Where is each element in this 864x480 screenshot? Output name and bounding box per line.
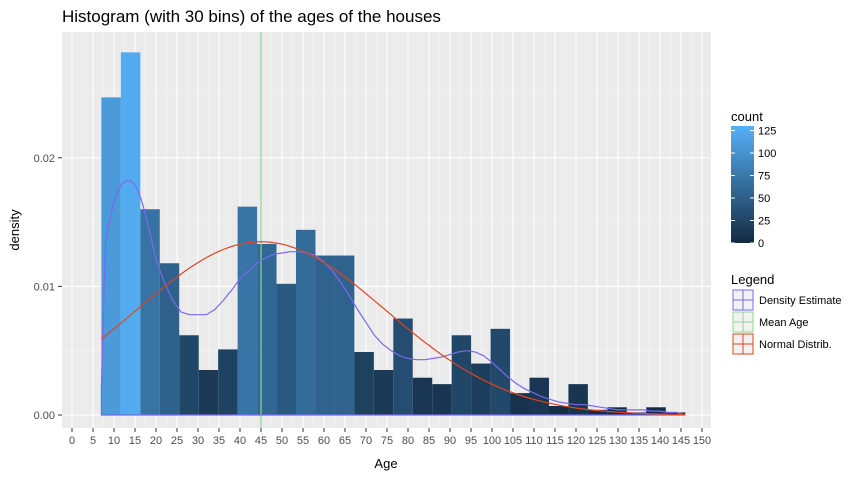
colorbar-title: count — [731, 109, 763, 124]
histogram-bar — [490, 328, 511, 415]
curves — [100, 32, 686, 428]
x-tick-label: 115 — [546, 435, 564, 447]
histogram-bar — [120, 52, 141, 416]
histogram-bar — [451, 335, 472, 415]
histogram-bar — [159, 263, 180, 415]
x-tick-label: 65 — [339, 435, 351, 447]
histogram-bar — [510, 393, 530, 415]
legend-title: Legend — [731, 272, 774, 287]
histogram-bar — [237, 206, 258, 415]
colorbar-tick-label: 0 — [758, 238, 764, 250]
x-tick-label: 75 — [381, 435, 393, 447]
x-tick-label: 135 — [630, 435, 648, 447]
x-tick-label: 35 — [213, 435, 225, 447]
x-tick-label: 50 — [276, 435, 288, 447]
legend-item: Density Estimate — [732, 289, 842, 311]
legend-label: Normal Distrib. — [759, 339, 832, 351]
x-tick-label: 30 — [192, 435, 204, 447]
x-axis-ticks: 0 5 10 15 20 25 30 35 40 45 50 55 60 65 70 75 80 85 90 95 10… — [69, 428, 711, 447]
histogram-bar — [198, 369, 219, 415]
histogram-bar — [373, 369, 394, 415]
x-tick-label: 0 — [69, 435, 75, 447]
histogram-bar — [218, 349, 238, 415]
colorbar-tick-label: 75 — [758, 171, 770, 183]
y-tick-label: 0.02 — [34, 153, 55, 165]
histogram-bar — [529, 377, 549, 415]
x-tick-label: 140 — [651, 435, 669, 447]
x-tick-label: 130 — [609, 435, 627, 447]
histogram-bar — [568, 384, 588, 415]
x-tick-label: 60 — [318, 435, 330, 447]
y-axis-label: density — [7, 209, 22, 251]
x-tick-label: 45 — [255, 435, 267, 447]
x-tick-label: 150 — [693, 435, 711, 447]
x-tick-label: 55 — [297, 435, 309, 447]
x-tick-label: 5 — [90, 435, 96, 447]
histogram-bar — [471, 363, 491, 415]
histogram-bar — [295, 229, 316, 415]
colorbar-gradient — [731, 126, 754, 243]
histogram-bar — [432, 384, 452, 415]
x-tick-label: 90 — [444, 435, 456, 447]
x-tick-label: 95 — [465, 435, 477, 447]
histogram-bar — [393, 318, 413, 415]
histogram-bar — [140, 209, 160, 415]
legend-label: Mean Age — [759, 317, 809, 329]
y-axis-ticks: 0.00 0.01 0.02 — [34, 153, 62, 422]
legend-items: Density Estimate Mean Age Normal Distrib. — [732, 289, 842, 355]
histogram-bar — [665, 412, 686, 415]
colorbar-tick-label: 25 — [758, 216, 770, 228]
histogram-bar — [257, 243, 277, 415]
x-axis-label: Age — [374, 456, 397, 471]
legend-item: Normal Distrib. — [732, 333, 832, 355]
x-tick-label: 80 — [402, 435, 414, 447]
legend-item: Mean Age — [732, 311, 809, 333]
y-tick-label: 0.01 — [34, 281, 55, 293]
x-tick-label: 10 — [108, 435, 120, 447]
x-tick-label: 100 — [483, 435, 501, 447]
histogram-bar — [179, 335, 199, 415]
histogram-bar — [607, 407, 627, 415]
histogram-bar — [354, 351, 374, 415]
colorbar-ticks: 0 25 50 75 100 125 — [731, 126, 776, 250]
normal-distribution-curve — [101, 241, 686, 416]
x-tick-label: 105 — [504, 435, 522, 447]
x-tick-label: 20 — [150, 435, 162, 447]
colorbar-tick-label: 50 — [758, 193, 770, 205]
x-tick-label: 145 — [672, 435, 690, 447]
legend: Legend Density Estimate Mean Age Normal Di… — [731, 272, 842, 355]
histogram-bar — [548, 405, 569, 415]
x-tick-label: 70 — [360, 435, 372, 447]
x-tick-label: 120 — [567, 435, 585, 447]
x-tick-label: 85 — [423, 435, 435, 447]
colorbar-tick-label: 100 — [758, 148, 776, 160]
x-tick-label: 25 — [171, 435, 183, 447]
x-tick-label: 110 — [525, 435, 543, 447]
density-estimate-curve — [100, 180, 686, 416]
histogram-bar — [276, 283, 296, 415]
x-tick-label: 40 — [234, 435, 246, 447]
x-tick-label: 125 — [588, 435, 606, 447]
chart-title: Histogram (with 30 bins) of the ages of … — [62, 7, 441, 26]
histogram-bar — [315, 255, 335, 415]
histogram-bar — [587, 409, 608, 415]
x-tick-label: 15 — [129, 435, 141, 447]
colorbar-tick-label: 125 — [758, 126, 776, 138]
legend-label: Density Estimate — [759, 295, 842, 307]
count-colorbar: count 0 25 50 75 100 125 — [731, 109, 776, 250]
histogram-bar — [412, 377, 433, 415]
histogram-bar — [101, 97, 121, 415]
y-tick-label: 0.00 — [34, 410, 55, 422]
